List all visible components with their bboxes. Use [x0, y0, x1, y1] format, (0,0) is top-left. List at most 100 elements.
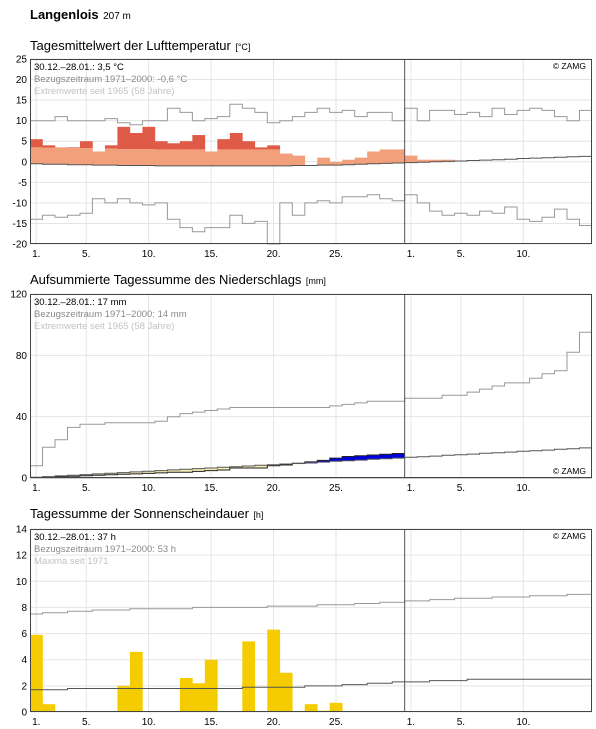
y-tick-label: 5 — [21, 137, 27, 148]
temperature-bar-warm — [167, 143, 181, 150]
y-tick-label: 0 — [21, 474, 27, 485]
sunshine-bar — [242, 641, 256, 712]
station-name: Langenlois — [30, 7, 99, 22]
y-tick-label: -15 — [13, 219, 28, 230]
normal-sunshine-line — [30, 678, 592, 691]
info-reference-period: Bezugszeitraum 1971–2000: 53 h — [34, 544, 176, 555]
temperature-bar — [129, 149, 143, 166]
y-tick-label: 0 — [21, 157, 27, 168]
sunshine-bar — [179, 678, 193, 712]
temperature-bar-warm — [267, 145, 281, 150]
max-extreme-line — [30, 331, 592, 467]
x-tick-label: 5. — [457, 483, 465, 494]
precipitation-bar-dry — [242, 466, 256, 469]
min-extreme-line — [30, 194, 592, 245]
temperature-chart: -20 -15 -10 -5 0 5 10 15 20 25 1. 5. 10. 15. 20. 25. 1. 5… — [13, 55, 592, 260]
temperature-bar-warm — [129, 133, 143, 150]
cumulative-precipitation-line — [30, 453, 405, 478]
temperature-bar — [354, 157, 368, 165]
sunshine-bar — [192, 683, 206, 712]
temperature-bar — [54, 147, 68, 165]
x-tick-label: 1. — [32, 483, 40, 494]
precipitation-bar-dry — [92, 473, 106, 476]
precipitation-bar-dry — [192, 468, 206, 472]
temperature-bar — [404, 155, 418, 163]
y-tick-label: 4 — [21, 655, 27, 666]
temperature-bar-warm — [229, 133, 243, 150]
temperature-bar-warm — [117, 126, 131, 150]
y-tick-label: 14 — [16, 525, 28, 536]
temperature-bar-warm — [217, 139, 231, 150]
temperature-unit: [°C] — [235, 42, 251, 52]
temperature-bar — [429, 159, 443, 162]
x-tick-label: 5. — [457, 249, 465, 260]
sunshine-bar — [204, 659, 218, 712]
temperature-bar — [317, 157, 331, 166]
temperature-bar — [392, 149, 405, 164]
x-tick-label: 15. — [204, 483, 218, 494]
x-tick-label: 15. — [204, 717, 218, 728]
precipitation-bar-wet — [379, 454, 393, 459]
y-tick-label: -10 — [13, 198, 28, 209]
precipitation-bar-wet — [329, 458, 343, 462]
temperature-bar — [142, 149, 156, 166]
temperature-bar-warm — [142, 126, 156, 150]
temperature-bar-warm — [79, 141, 93, 149]
info-extremes: Maxima seit 1971 — [34, 556, 108, 567]
info-extremes: Extremwerte seit 1965 (58 Jahre) — [34, 321, 174, 332]
temperature-chart-title: Tagesmittelwert der Lufttemperatur [°C] — [30, 37, 250, 55]
temperature-bar — [267, 149, 281, 166]
sunshine-unit: [h] — [253, 510, 264, 520]
y-tick-label: 6 — [21, 629, 27, 640]
temperature-bar — [92, 151, 106, 166]
y-tick-label: 8 — [21, 603, 27, 614]
x-tick-label: 5. — [82, 249, 90, 260]
sunshine-bar — [279, 672, 293, 712]
precipitation-bar-dry — [154, 470, 168, 473]
temperature-bar — [379, 149, 393, 164]
x-tick-label: 1. — [407, 249, 415, 260]
x-tick-label: 10. — [516, 717, 530, 728]
y-tick-label: 20 — [16, 75, 28, 86]
temperature-bar — [67, 148, 81, 165]
copyright-label: © ZAMG — [553, 531, 586, 541]
info-reference-period: Bezugszeitraum 1971–2000: 14 mm — [34, 309, 187, 320]
precipitation-chart: 0 40 80 120 1. 5. 10. 15. 20. 25. 1. 5. 10. 30.12.–28… — [10, 290, 592, 494]
temperature-bar — [204, 151, 218, 166]
plot-frame — [30, 59, 592, 244]
x-tick-label: 25. — [329, 483, 343, 494]
sunshine-bar — [30, 634, 43, 712]
temperature-bar — [179, 149, 193, 166]
info-current-period: 30.12.–28.01.: 37 h — [34, 532, 116, 543]
x-tick-label: 1. — [407, 717, 415, 728]
y-tick-label: -5 — [18, 178, 27, 189]
y-tick-label: 10 — [16, 577, 28, 588]
temperature-bar — [42, 147, 56, 165]
info-reference-period: Bezugszeitraum 1971–2000: -0,6 °C — [34, 74, 187, 85]
x-tick-label: 10. — [516, 249, 530, 260]
sunshine-bar — [129, 651, 143, 712]
temperature-bar-warm — [192, 135, 206, 150]
temperature-bar — [167, 149, 181, 166]
precipitation-chart-title: Aufsummierte Tagessumme des Niederschlag… — [30, 271, 326, 289]
info-current-period: 30.12.–28.01.: 3,5 °C — [34, 62, 124, 73]
x-tick-label: 10. — [142, 249, 156, 260]
page-title: Langenlois 207 m — [30, 6, 131, 24]
temperature-bar-warm — [104, 145, 118, 149]
precipitation-bar-dry — [229, 466, 243, 469]
y-tick-label: 2 — [21, 681, 27, 692]
precipitation-bar-dry — [117, 472, 131, 475]
sunshine-bar — [329, 702, 343, 712]
info-current-period: 30.12.–28.01.: 17 mm — [34, 297, 127, 308]
temperature-bar-warm — [67, 147, 81, 149]
x-tick-label: 10. — [142, 717, 156, 728]
precipitation-bar-dry — [167, 469, 181, 473]
sunshine-chart: 0 2 4 6 8 10 12 14 1. 5. 10. 15. 20. 25. 1. 5. 10. 30.12.… — [16, 525, 592, 728]
station-elevation: 207 m — [103, 11, 131, 22]
temperature-bar-warm — [154, 141, 168, 150]
x-tick-label: 5. — [82, 717, 90, 728]
temperature-bar-warm — [242, 141, 256, 150]
temperature-bar — [279, 153, 293, 166]
temperature-bar — [329, 161, 343, 166]
precipitation-bar-wet — [342, 456, 356, 461]
